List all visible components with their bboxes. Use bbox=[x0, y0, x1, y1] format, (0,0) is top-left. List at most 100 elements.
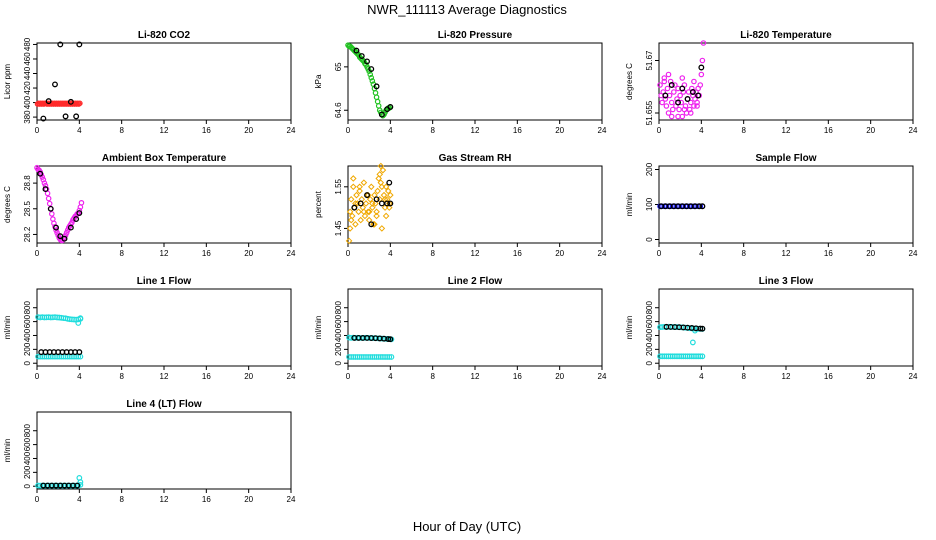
x-tick-label: 24 bbox=[909, 249, 918, 258]
panel-7: Line 1 Flow ml/min 0 4 8 12 16 20 24 0 20040060080… bbox=[3, 276, 296, 381]
data-point bbox=[61, 235, 68, 242]
panel-title: Ambient Box Temperature bbox=[102, 153, 227, 164]
data-point bbox=[385, 336, 392, 342]
x-tick-label: 16 bbox=[824, 126, 833, 135]
y-tick-label: 380 bbox=[23, 110, 32, 124]
data-point bbox=[661, 75, 668, 81]
data-point bbox=[661, 78, 668, 85]
x-tick-label: 12 bbox=[782, 126, 791, 135]
x-tick-label: 24 bbox=[909, 126, 918, 135]
data-point bbox=[352, 220, 359, 228]
y-tick-label: 400 bbox=[23, 451, 32, 465]
panel-10: Line 4 (LT) Flow ml/min 0 4 8 12 16 20 24 0 200400… bbox=[3, 399, 296, 504]
x-tick-label: 16 bbox=[202, 126, 211, 135]
y-axis-label: ml/min bbox=[625, 193, 634, 217]
y-tick-label: 800 bbox=[334, 301, 343, 315]
x-tick-label: 4 bbox=[77, 495, 82, 504]
x-tick-label: 20 bbox=[244, 372, 253, 381]
data-point bbox=[694, 99, 700, 106]
data-point bbox=[370, 220, 377, 228]
series-average bbox=[40, 41, 83, 122]
y-tick-label: 800 bbox=[23, 301, 32, 315]
data-point bbox=[387, 104, 394, 110]
y-axis-label: degrees C bbox=[3, 186, 12, 223]
x-tick-label: 0 bbox=[35, 495, 40, 504]
data-point bbox=[40, 176, 47, 183]
y-tick-label: 1.55 bbox=[334, 178, 343, 194]
series-high bbox=[35, 314, 84, 326]
data-point bbox=[697, 353, 704, 360]
data-point bbox=[665, 71, 672, 78]
data-point bbox=[361, 212, 369, 220]
data-point bbox=[375, 175, 382, 182]
data-point bbox=[57, 233, 64, 240]
data-point bbox=[76, 207, 83, 214]
x-tick-label: 24 bbox=[287, 126, 296, 135]
series-average bbox=[40, 482, 81, 489]
y-tick-label: 0 bbox=[645, 360, 654, 365]
y-tick-label: 200 bbox=[645, 342, 654, 356]
x-tick-label: 16 bbox=[824, 249, 833, 258]
x-tick-label: 4 bbox=[699, 126, 704, 135]
data-point bbox=[696, 203, 703, 210]
y-tick-label: 420 bbox=[23, 81, 32, 95]
data-point bbox=[368, 66, 375, 72]
data-point bbox=[373, 83, 380, 90]
series-fine bbox=[34, 100, 83, 107]
series-average bbox=[37, 170, 83, 242]
panel-title: Line 4 (LT) Flow bbox=[126, 399, 202, 410]
panel-3: Li-820 Temperature degrees C 0 4 8 12 16 20 24 51… bbox=[625, 30, 918, 135]
x-tick-label: 4 bbox=[77, 249, 82, 258]
series-fine bbox=[345, 42, 394, 119]
y-tick-label: 800 bbox=[23, 424, 32, 438]
x-tick-label: 12 bbox=[160, 372, 169, 381]
data-point bbox=[355, 208, 362, 216]
data-point bbox=[378, 183, 386, 191]
y-tick-label: 200 bbox=[23, 342, 32, 356]
y-tick-label: 0 bbox=[645, 237, 654, 242]
series-fine bbox=[34, 164, 85, 244]
data-point bbox=[41, 180, 48, 186]
y-tick-label: 600 bbox=[334, 314, 343, 328]
x-tick-label: 8 bbox=[741, 372, 746, 381]
data-point bbox=[42, 182, 49, 189]
data-point bbox=[384, 187, 392, 195]
x-tick-label: 24 bbox=[287, 495, 296, 504]
panel-title: Li-820 Pressure bbox=[438, 30, 513, 41]
x-tick-label: 8 bbox=[119, 495, 124, 504]
data-point bbox=[46, 200, 53, 207]
x-tick-label: 24 bbox=[598, 372, 607, 381]
y-tick-label: 400 bbox=[23, 95, 32, 109]
data-point bbox=[687, 99, 694, 106]
data-point bbox=[346, 208, 354, 216]
x-tick-label: 8 bbox=[119, 372, 124, 381]
x-tick-label: 8 bbox=[430, 372, 435, 381]
x-tick-label: 12 bbox=[471, 249, 480, 258]
data-point bbox=[346, 225, 354, 232]
data-point bbox=[38, 171, 45, 178]
data-point bbox=[62, 232, 69, 239]
data-point bbox=[364, 192, 370, 199]
x-tick-label: 20 bbox=[866, 249, 875, 258]
data-point bbox=[357, 216, 365, 224]
data-point bbox=[671, 89, 677, 95]
data-point bbox=[347, 195, 355, 203]
data-point bbox=[684, 96, 691, 102]
y-tick-label: 440 bbox=[23, 66, 32, 80]
x-tick-label: 20 bbox=[866, 126, 875, 135]
x-tick-label: 24 bbox=[287, 372, 296, 381]
x-tick-label: 4 bbox=[699, 249, 704, 258]
data-point bbox=[691, 103, 697, 109]
data-point bbox=[369, 204, 376, 211]
data-point bbox=[374, 98, 381, 105]
x-tick-label: 20 bbox=[555, 126, 564, 135]
figure-title: NWR_111113 Average Diagnostics bbox=[367, 2, 567, 17]
plot-frame bbox=[36, 42, 292, 121]
plot-frame bbox=[36, 165, 292, 244]
data-point bbox=[674, 96, 680, 102]
data-point bbox=[76, 41, 83, 48]
data-point bbox=[49, 211, 55, 217]
x-tick-label: 4 bbox=[77, 372, 82, 381]
data-point bbox=[374, 187, 381, 195]
data-point bbox=[700, 40, 707, 46]
